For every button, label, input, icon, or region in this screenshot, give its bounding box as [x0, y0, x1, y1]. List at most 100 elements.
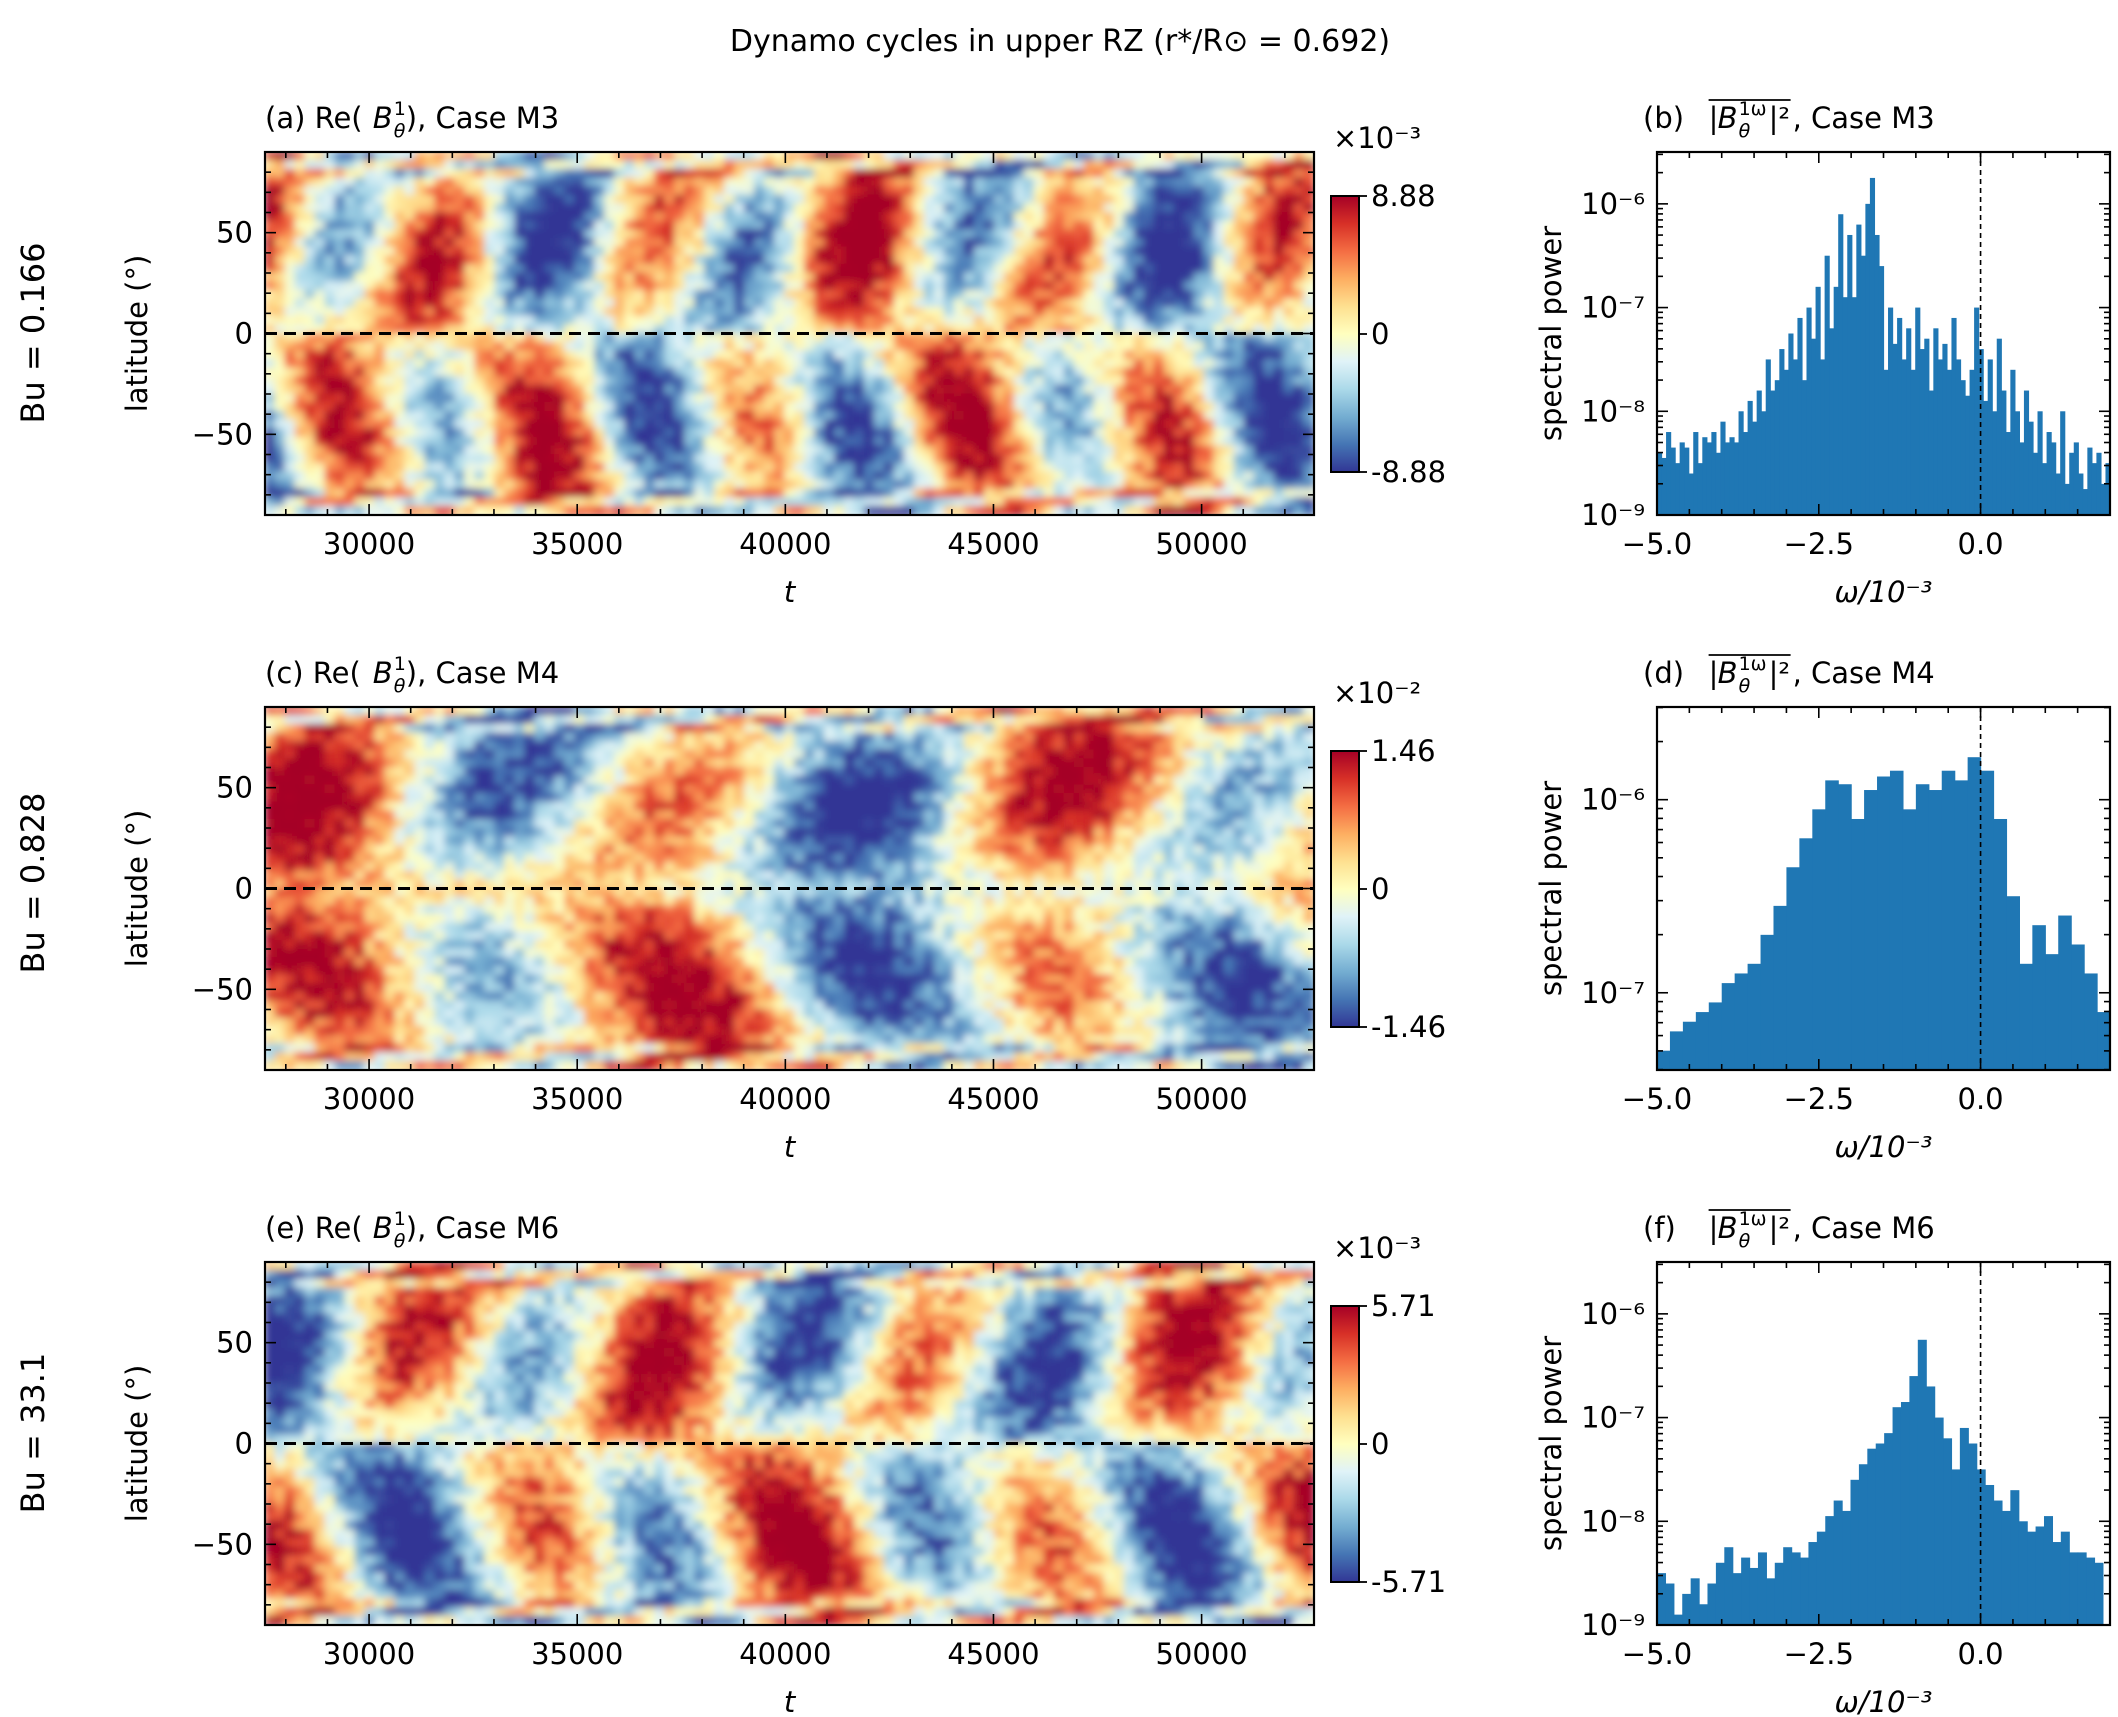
heatmap-cell: [953, 168, 966, 179]
heatmap-cell: [314, 479, 326, 491]
heatmap-cell: [823, 479, 836, 491]
heatmap-cell: [973, 350, 986, 361]
heatmap-cell: [294, 488, 306, 499]
heatmap-cell: [1263, 333, 1276, 344]
heatmap-cell: [754, 462, 766, 473]
heatmap-cell: [394, 281, 406, 292]
heatmap-cell: [1133, 384, 1146, 395]
heatmap-cell: [704, 160, 716, 171]
heatmap-cell: [524, 281, 536, 292]
heatmap-cell: [304, 1034, 316, 1046]
heatmap-cell: [314, 315, 326, 326]
heatmap-cell: [793, 177, 806, 188]
heatmap-cell: [304, 488, 316, 499]
heatmap-cell: [324, 203, 336, 214]
heatmap-cell: [304, 853, 316, 864]
heatmap-cell: [514, 428, 526, 439]
heatmap-cell: [1163, 289, 1176, 300]
heatmap-cell: [1163, 177, 1176, 188]
heatmap-cell: [1233, 428, 1246, 439]
heatmap-cell: [1063, 341, 1076, 352]
heatmap-cell: [294, 1009, 306, 1020]
heatmap-cell: [624, 315, 636, 326]
heatmap-cell: [744, 454, 756, 465]
heatmap-cell: [274, 376, 286, 387]
heatmap-cell: [1283, 298, 1296, 309]
heatmap-cell: [883, 497, 896, 508]
heatmap-cell: [494, 419, 506, 430]
heatmap-cell: [1133, 436, 1146, 447]
heatmap-cell: [624, 272, 636, 283]
heatmap-cell: [1073, 160, 1086, 171]
heatmap-cell: [1173, 272, 1186, 283]
heatmap-cell: [873, 341, 886, 352]
heatmap-cell: [1223, 229, 1236, 240]
heatmap-cell: [793, 272, 806, 283]
heatmap-cell: [334, 341, 346, 352]
heatmap-cell: [284, 203, 296, 214]
heatmap-cell: [284, 879, 296, 890]
heatmap-cell: [694, 402, 706, 413]
heatmap-cell: [494, 324, 506, 335]
heatmap-cell: [1003, 186, 1016, 197]
heatmap-cell: [734, 237, 746, 249]
heatmap-cell: [644, 229, 656, 240]
heatmap-cell: [953, 315, 966, 326]
heatmap-cell: [803, 358, 816, 370]
heatmap-cell: [1103, 186, 1116, 197]
heatmap-cell: [1253, 272, 1266, 283]
heatmap-cell: [973, 384, 986, 395]
heatmap-cell: [344, 1000, 356, 1011]
y-tick-label: −50: [192, 417, 253, 451]
heatmap-cell: [803, 402, 816, 413]
heatmap-cell: [374, 298, 386, 309]
heatmap-cell: [584, 419, 596, 430]
heatmap-cell: [464, 341, 476, 352]
heatmap-cell: [893, 194, 906, 205]
heatmap-cell: [993, 376, 1006, 387]
heatmap-cell: [963, 471, 976, 482]
heatmap-cell: [1273, 471, 1286, 482]
heatmap-cell: [524, 505, 536, 515]
heatmap-cell: [334, 931, 346, 942]
heatmap-cell: [524, 298, 536, 309]
heatmap-cell: [1053, 203, 1066, 214]
heatmap-cell: [334, 775, 346, 786]
heatmap-cell: [1223, 479, 1236, 491]
heatmap-cell: [933, 462, 946, 473]
heatmap-cell: [714, 376, 726, 387]
heatmap-cell: [714, 333, 726, 344]
heatmap-cell: [434, 152, 446, 162]
heatmap-cell: [324, 497, 336, 508]
heatmap-cell: [963, 333, 976, 344]
heatmap-cell: [294, 152, 306, 162]
heatmap-cell: [724, 462, 736, 473]
heatmap-cell: [714, 462, 726, 473]
heatmap-cell: [734, 220, 746, 231]
heatmap-cell: [384, 298, 396, 309]
heatmap-cell: [604, 393, 616, 404]
heatmap-cell: [973, 419, 986, 430]
heatmap-cell: [344, 879, 356, 890]
heatmap-cell: [963, 212, 976, 223]
heatmap-cell: [504, 152, 516, 162]
heatmap-cell: [833, 203, 846, 214]
heatmap-cell: [314, 160, 326, 171]
heatmap-cell: [304, 341, 316, 352]
heatmap-cell: [294, 376, 306, 387]
heatmap-cell: [1253, 220, 1266, 231]
heatmap-cell: [564, 298, 576, 309]
heatmap-cell: [1233, 272, 1246, 283]
heatmap-cell: [1273, 505, 1286, 515]
heatmap-cell: [953, 358, 966, 370]
heatmap-cell: [394, 436, 406, 447]
heatmap-cell: [843, 410, 856, 421]
heatmap-cell: [514, 194, 526, 205]
heatmap-cell: [933, 281, 946, 292]
heatmap-cell: [993, 315, 1006, 326]
heatmap-cell: [1143, 497, 1156, 508]
heatmap-cell: [833, 436, 846, 447]
heatmap-cell: [1133, 289, 1146, 300]
heatmap-cell: [364, 983, 376, 994]
heatmap-cell: [364, 879, 376, 890]
